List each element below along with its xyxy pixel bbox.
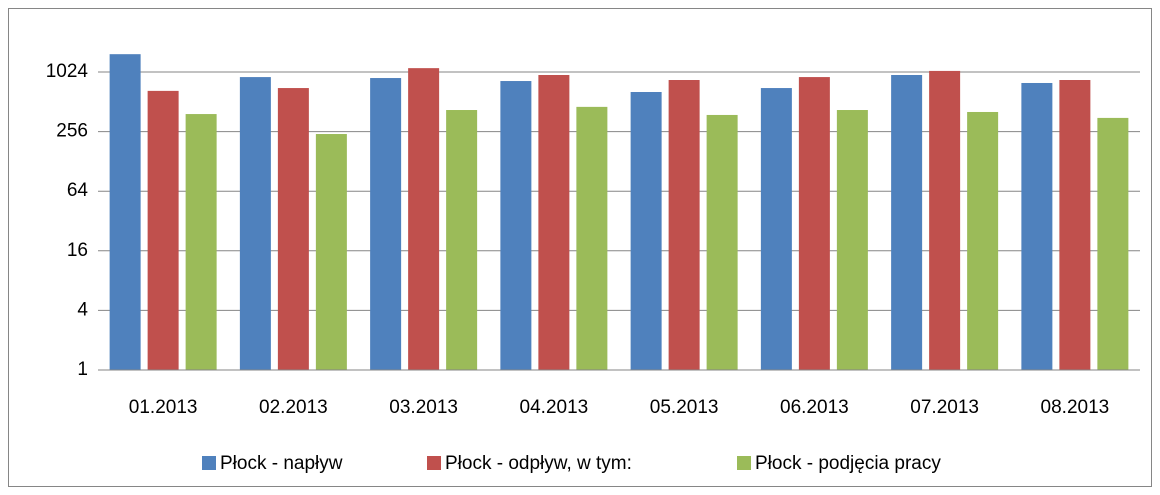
x-tick-label: 01.2013 bbox=[129, 397, 198, 418]
bar bbox=[668, 80, 700, 371]
bar bbox=[967, 111, 999, 371]
bar bbox=[836, 110, 868, 370]
y-tick-label: 16 bbox=[67, 240, 88, 261]
bar bbox=[891, 74, 923, 371]
y-tick-label: 1024 bbox=[46, 61, 89, 82]
bar bbox=[446, 110, 478, 370]
x-tick-label: 05.2013 bbox=[650, 397, 719, 418]
bar bbox=[576, 106, 608, 370]
x-tick-label: 03.2013 bbox=[389, 397, 458, 418]
bar bbox=[1021, 82, 1053, 371]
y-tick-label: 1 bbox=[77, 359, 88, 380]
x-tick-label: 04.2013 bbox=[520, 397, 589, 418]
bar bbox=[630, 92, 662, 370]
legend-swatch bbox=[427, 456, 441, 470]
bar bbox=[500, 81, 532, 370]
bar bbox=[1097, 117, 1129, 370]
legend-label: Płock - podjęcia pracy bbox=[755, 453, 941, 474]
x-tick-label: 02.2013 bbox=[259, 397, 328, 418]
y-tick-label: 256 bbox=[56, 121, 88, 142]
bar bbox=[277, 88, 309, 370]
bar bbox=[147, 90, 179, 370]
bar bbox=[929, 70, 961, 370]
bar bbox=[798, 77, 830, 370]
bar bbox=[706, 114, 738, 370]
x-tick-label: 08.2013 bbox=[1041, 397, 1110, 418]
legend-swatch bbox=[737, 456, 751, 470]
legend-label: Płock - napływ bbox=[220, 453, 343, 474]
legend-label: Płock - odpływ, w tym: bbox=[445, 453, 632, 474]
bar bbox=[760, 88, 792, 370]
x-tick-label: 06.2013 bbox=[780, 397, 849, 418]
bar bbox=[1059, 80, 1091, 371]
bar bbox=[315, 134, 347, 370]
x-tick-label: 07.2013 bbox=[910, 397, 979, 418]
bar bbox=[370, 78, 402, 370]
bar bbox=[538, 74, 570, 371]
legend-swatch bbox=[202, 456, 216, 470]
bar bbox=[408, 68, 440, 370]
bar bbox=[109, 54, 141, 370]
bar bbox=[185, 114, 217, 370]
y-tick-label: 4 bbox=[77, 299, 88, 320]
y-tick-label: 64 bbox=[67, 180, 89, 201]
bar bbox=[239, 77, 271, 370]
